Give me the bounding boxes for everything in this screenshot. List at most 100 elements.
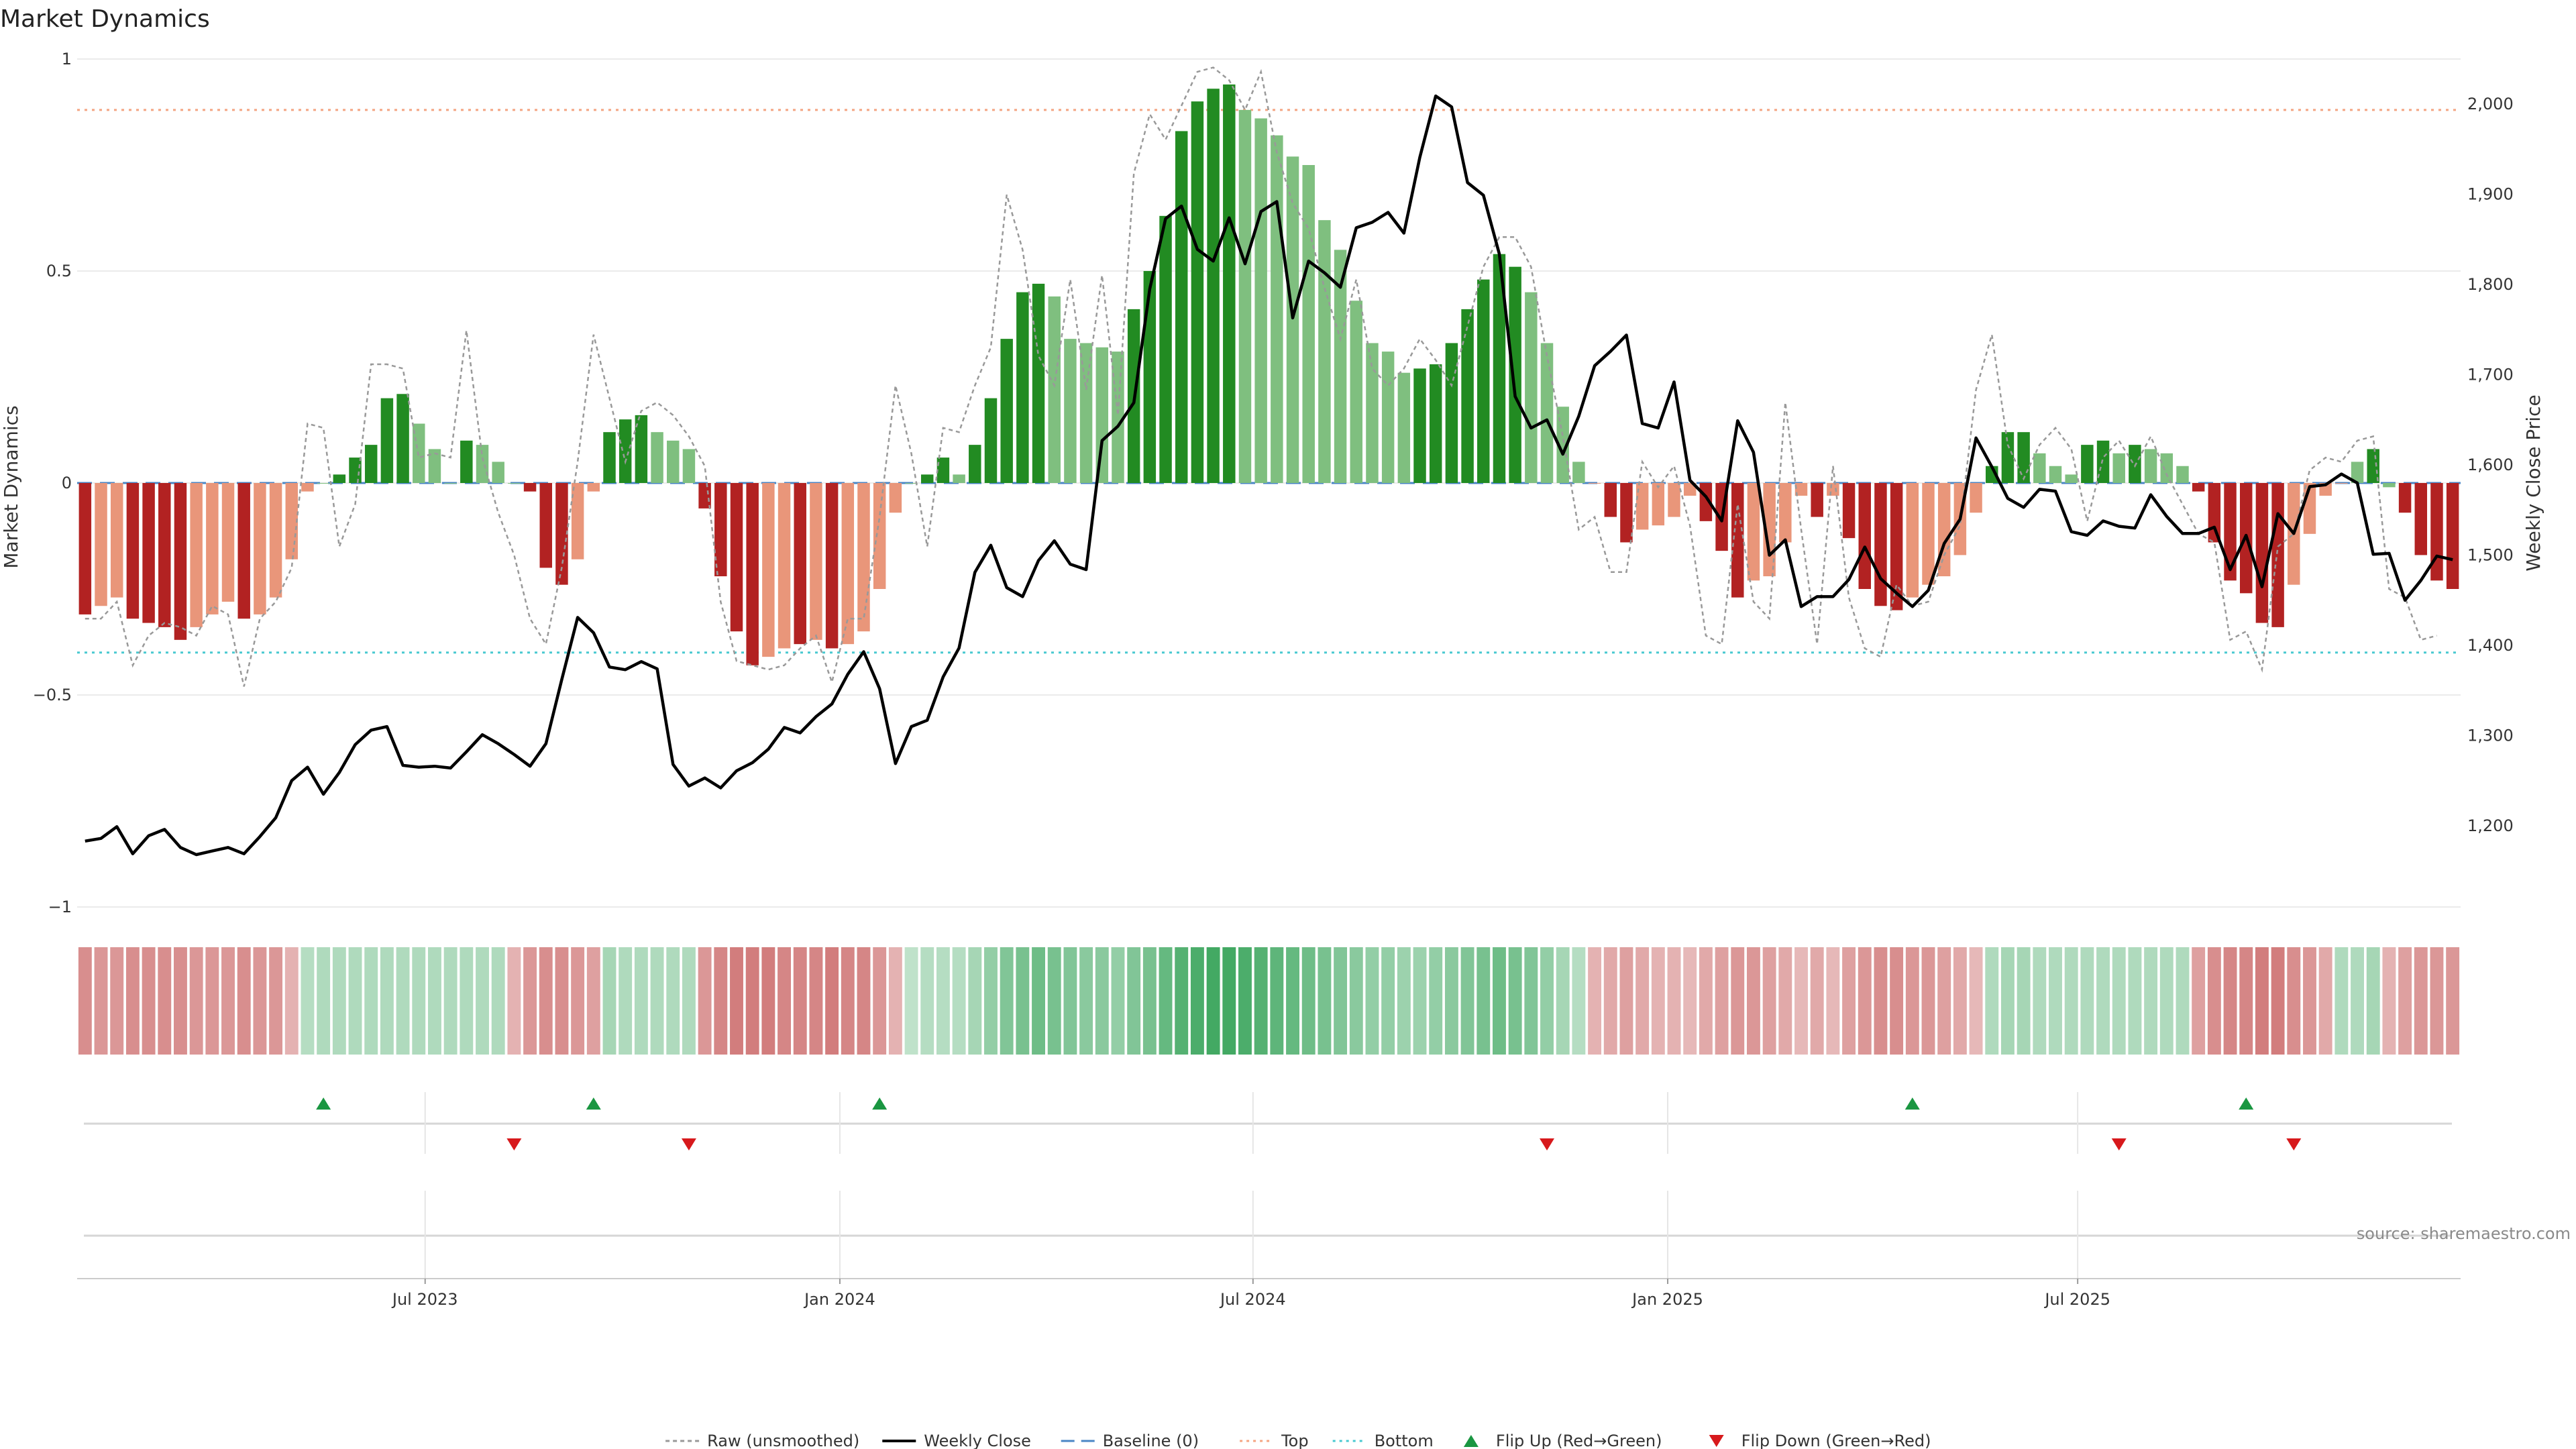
regime-tile xyxy=(1524,947,1538,1055)
regime-tile xyxy=(745,947,759,1055)
dynamics-bar xyxy=(2398,483,2412,513)
regime-tile xyxy=(1842,947,1856,1055)
dynamics-bar xyxy=(301,483,314,492)
regime-tile xyxy=(1540,947,1554,1055)
regime-tile xyxy=(904,947,918,1055)
regime-tile xyxy=(2159,947,2174,1055)
legend-label: Bottom xyxy=(1375,1432,1434,1449)
y2-axis-title: Weekly Close Price xyxy=(2522,394,2544,571)
dynamics-bar xyxy=(1509,266,1521,483)
regime-tile xyxy=(2287,947,2301,1055)
regime-tile xyxy=(1032,947,1045,1055)
dynamics-bar xyxy=(984,398,998,483)
regime-tile xyxy=(1493,947,1506,1055)
regime-tile xyxy=(952,947,966,1055)
legend-item-top: Top xyxy=(1240,1432,1309,1449)
regime-tile xyxy=(1413,947,1427,1055)
dynamics-bar xyxy=(317,483,330,484)
dynamics-bar xyxy=(746,483,759,665)
regime-tile xyxy=(1238,947,1252,1055)
dynamics-bar xyxy=(1922,483,1935,585)
dynamics-bar xyxy=(1095,347,1109,483)
dynamics-bar xyxy=(460,440,473,483)
regime-tile xyxy=(2000,947,2015,1055)
dynamics-bar xyxy=(2351,462,2364,483)
dynamics-bar xyxy=(1683,483,1697,496)
regime-tile xyxy=(1762,947,1776,1055)
weekly-close-series xyxy=(85,94,2453,857)
y2-tick-label: 1,900 xyxy=(2467,185,2514,204)
dynamics-bar xyxy=(1079,343,1093,483)
regime-tile xyxy=(1890,947,1904,1055)
regime-tile xyxy=(1619,947,1633,1055)
dynamics-bar xyxy=(953,474,965,483)
regime-tile xyxy=(1286,947,1299,1055)
regime-tile xyxy=(380,947,394,1055)
dynamics-bar xyxy=(1906,483,1919,598)
legend-label: Weekly Close xyxy=(924,1432,1031,1449)
regime-tile xyxy=(1190,947,1204,1055)
regime-tile xyxy=(1365,947,1379,1055)
regime-tile xyxy=(1667,947,1681,1055)
dynamics-bar xyxy=(221,483,235,602)
dynamics-bar xyxy=(539,483,552,568)
dynamics-bar xyxy=(2112,453,2125,483)
regime-tile xyxy=(555,947,569,1055)
dynamics-bar xyxy=(269,483,282,598)
regime-tile xyxy=(2080,947,2094,1055)
dynamics-bar xyxy=(126,483,140,619)
legend-swatch xyxy=(1709,1435,1724,1447)
regime-tile xyxy=(125,947,140,1055)
regime-tile xyxy=(1731,947,1745,1055)
dynamics-bar xyxy=(2065,474,2078,483)
flip-down-marker xyxy=(506,1138,522,1150)
regime-tiles xyxy=(78,947,2460,1055)
x-tick-label: Jul 2025 xyxy=(2043,1290,2110,1309)
regime-tile xyxy=(205,947,219,1055)
flip-up-marker xyxy=(1904,1097,1920,1110)
regime-tile xyxy=(2207,947,2221,1055)
dynamics-bar xyxy=(1413,368,1426,483)
raw-series xyxy=(85,66,2437,687)
dynamics-bar xyxy=(1286,156,1299,484)
regime-tile xyxy=(571,947,585,1055)
dynamics-bar xyxy=(936,458,950,483)
regime-tile xyxy=(968,947,982,1055)
dynamics-bar xyxy=(603,432,616,483)
regime-tile xyxy=(189,947,203,1055)
regime-tile xyxy=(1715,947,1729,1055)
dynamics-bar xyxy=(476,445,489,483)
regime-tile xyxy=(730,947,743,1055)
market-dynamics-bars xyxy=(78,84,2459,665)
regime-tile xyxy=(2017,947,2031,1055)
legend-label: Baseline (0) xyxy=(1103,1432,1199,1449)
dynamics-bar xyxy=(920,474,934,483)
legend-item-bottom: Bottom xyxy=(1332,1432,1434,1449)
regime-tile xyxy=(682,947,696,1055)
regime-tile xyxy=(364,947,378,1055)
dynamics-bar xyxy=(667,440,680,483)
regime-tile xyxy=(1572,947,1586,1055)
source-note: source: sharemaestro.com xyxy=(2357,1224,2571,1243)
dynamics-bar xyxy=(428,449,441,483)
dynamics-bar xyxy=(857,483,870,632)
y-tick-label: 0 xyxy=(62,474,72,492)
regime-tile xyxy=(1746,947,1760,1055)
regime-tile xyxy=(2382,947,2396,1055)
y-tick-label: 0.5 xyxy=(46,262,72,280)
regime-tile xyxy=(1397,947,1411,1055)
regime-tile xyxy=(1699,947,1713,1055)
dynamics-bar xyxy=(2160,453,2174,483)
dynamics-bar xyxy=(1970,483,1982,513)
regime-tile xyxy=(1095,947,1109,1055)
regime-tile xyxy=(348,947,362,1055)
dynamics-bar xyxy=(1937,483,1951,577)
regime-tile xyxy=(793,947,807,1055)
regime-tile xyxy=(1429,947,1443,1055)
dynamics-bar xyxy=(889,483,902,513)
regime-tile xyxy=(110,947,124,1055)
regime-tile xyxy=(2176,947,2190,1055)
dynamics-bar xyxy=(237,483,250,619)
dynamics-bar xyxy=(698,483,711,508)
